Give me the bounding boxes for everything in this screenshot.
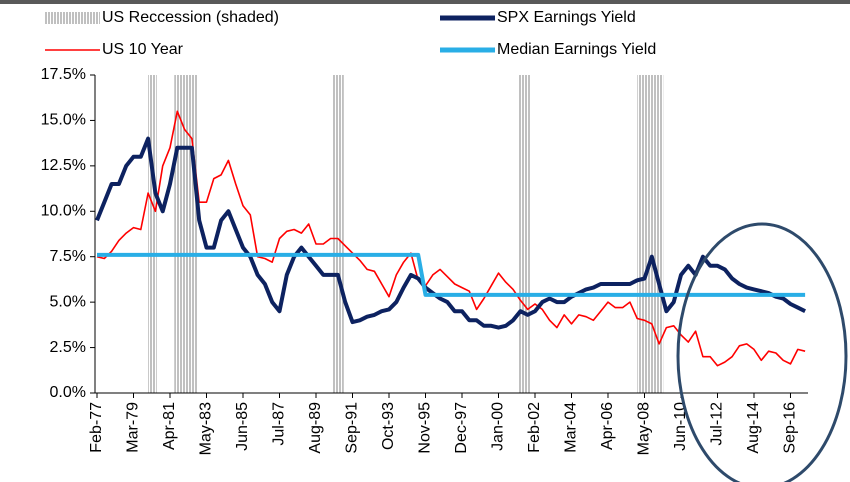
x-tick-label: Feb-02 — [526, 402, 543, 453]
legend-label: SPX Earnings Yield — [497, 9, 636, 26]
legend-label: Median Earnings Yield — [497, 41, 656, 58]
x-tick-label: Jan-00 — [490, 402, 507, 451]
top-band — [0, 0, 850, 4]
y-tick-label: 2.5% — [50, 339, 86, 356]
recession-band — [518, 75, 531, 393]
x-tick-label: Mar-79 — [125, 402, 142, 453]
highlight-ellipse — [676, 222, 848, 482]
x-tick-label: Sep-16 — [782, 402, 799, 454]
x-tick-label: Jul-87 — [271, 402, 288, 446]
series-line — [97, 252, 806, 297]
legend-label: US Reccession (shaded) — [102, 9, 279, 26]
series-line — [95, 136, 806, 330]
x-tick-label: Dec-97 — [453, 402, 470, 454]
recession-band — [174, 75, 198, 393]
legend-swatch — [45, 12, 100, 24]
y-tick-label: 7.5% — [50, 248, 86, 265]
x-tick-label: Aug-89 — [307, 402, 324, 454]
x-tick-label: Apr-06 — [599, 402, 616, 450]
x-tick-label: Feb-77 — [88, 402, 105, 453]
plot: 0.0% 2.5% 5.0% 7.5% 10.0% 12.5% 15.0% 17.5% Feb-… — [41, 66, 808, 455]
y-tick-label: 0.0% — [50, 384, 86, 401]
series-line — [96, 110, 806, 367]
y-tick-label: 12.5% — [41, 157, 86, 174]
x-tick-label: Jul-12 — [709, 402, 726, 446]
y-tick-label: 15.0% — [41, 112, 86, 129]
x-tick-label: Oct-93 — [380, 402, 397, 450]
x-tick-label: May-08 — [636, 402, 653, 455]
x-tick-label: Jun-85 — [234, 402, 251, 451]
legend-label: US 10 Year — [102, 41, 184, 58]
recession-band — [637, 75, 664, 393]
x-tick-label: Mar-04 — [563, 402, 580, 453]
recession-band — [148, 75, 157, 393]
x-tick-label: Apr-81 — [161, 402, 178, 450]
y-tick-label: 5.0% — [50, 293, 86, 310]
x-tick-label: Sep-91 — [344, 402, 361, 454]
y-tick-label: 10.0% — [41, 203, 86, 220]
x-tick-label: May-83 — [198, 402, 215, 455]
x-tick-label: Jun-10 — [672, 402, 689, 451]
x-tick-label: Aug-14 — [745, 402, 762, 454]
recession-band — [332, 75, 344, 393]
y-tick-label: 17.5% — [41, 66, 86, 83]
x-tick-label: Nov-95 — [417, 402, 434, 454]
